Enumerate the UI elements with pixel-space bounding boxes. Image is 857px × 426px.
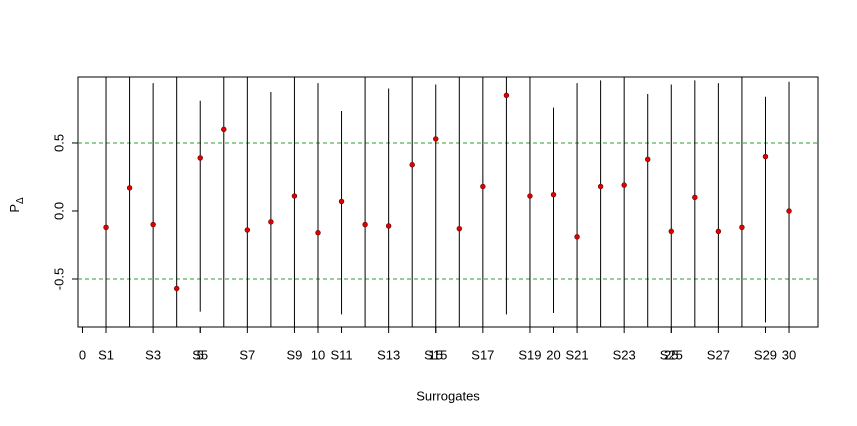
data-point bbox=[244, 227, 251, 233]
data-point bbox=[433, 136, 439, 142]
plot-area bbox=[78, 77, 818, 327]
data-point bbox=[385, 223, 392, 229]
x-tick-label: S29 bbox=[754, 347, 777, 362]
x-tick-label: S7 bbox=[239, 347, 255, 362]
x-tick-label: 10 bbox=[311, 347, 325, 362]
data-point bbox=[103, 224, 109, 230]
x-tick-label: S13 bbox=[377, 347, 400, 362]
x-tick-label: S5 bbox=[192, 347, 208, 362]
data-point bbox=[645, 156, 651, 162]
data-point bbox=[739, 224, 745, 230]
x-tick-label: S11 bbox=[330, 347, 352, 362]
x-tick-label: S25 bbox=[660, 347, 683, 362]
data-point bbox=[126, 185, 133, 191]
y-axis-label-main: P bbox=[7, 204, 22, 213]
x-tick-label: S27 bbox=[707, 347, 730, 362]
data-point bbox=[480, 183, 486, 190]
data-point bbox=[291, 193, 298, 199]
data-point bbox=[574, 234, 580, 240]
y-tick-label: -0.5 bbox=[51, 268, 66, 290]
data-point bbox=[503, 92, 510, 99]
x-tick-label: 20 bbox=[546, 347, 560, 362]
x-tick-label: S1 bbox=[98, 347, 114, 362]
data-point bbox=[338, 198, 345, 205]
data-point bbox=[668, 228, 674, 235]
plot-frame bbox=[77, 76, 819, 328]
data-point bbox=[456, 225, 463, 232]
data-point bbox=[786, 208, 792, 214]
x-tick-label: S17 bbox=[471, 347, 494, 362]
data-point bbox=[409, 162, 415, 168]
x-tick-label: S15 bbox=[424, 347, 447, 362]
data-point bbox=[197, 155, 203, 161]
x-tick-label: S21 bbox=[565, 347, 588, 362]
x-tick-label: S23 bbox=[613, 347, 636, 362]
data-point bbox=[315, 230, 321, 236]
data-point bbox=[527, 193, 533, 199]
data-point bbox=[621, 182, 627, 188]
data-point bbox=[550, 191, 557, 198]
x-tick-label: S19 bbox=[518, 347, 541, 362]
x-tick-label: S9 bbox=[286, 347, 302, 362]
y-tick-label: 0.0 bbox=[51, 202, 66, 220]
data-point bbox=[762, 153, 769, 160]
data-point bbox=[715, 228, 722, 235]
x-axis-label: Surrogates bbox=[416, 388, 480, 403]
x-tick-label: 25 bbox=[664, 347, 678, 362]
data-point bbox=[362, 221, 368, 228]
x-tick-label: S3 bbox=[145, 347, 161, 362]
x-tick-label: 0 bbox=[79, 347, 86, 362]
x-tick-label: 30 bbox=[782, 347, 796, 362]
x-tick-label: 5 bbox=[197, 347, 204, 362]
data-point bbox=[150, 221, 156, 228]
x-tick-label: 15 bbox=[429, 347, 443, 362]
data-point bbox=[173, 285, 180, 292]
data-point bbox=[221, 126, 227, 133]
y-axis-label-sub: Δ bbox=[15, 197, 26, 204]
data-point bbox=[692, 194, 698, 201]
data-point bbox=[268, 219, 274, 225]
y-tick-label: 0.5 bbox=[51, 134, 66, 152]
data-point bbox=[597, 183, 604, 190]
y-axis-label: PΔ bbox=[7, 197, 25, 213]
